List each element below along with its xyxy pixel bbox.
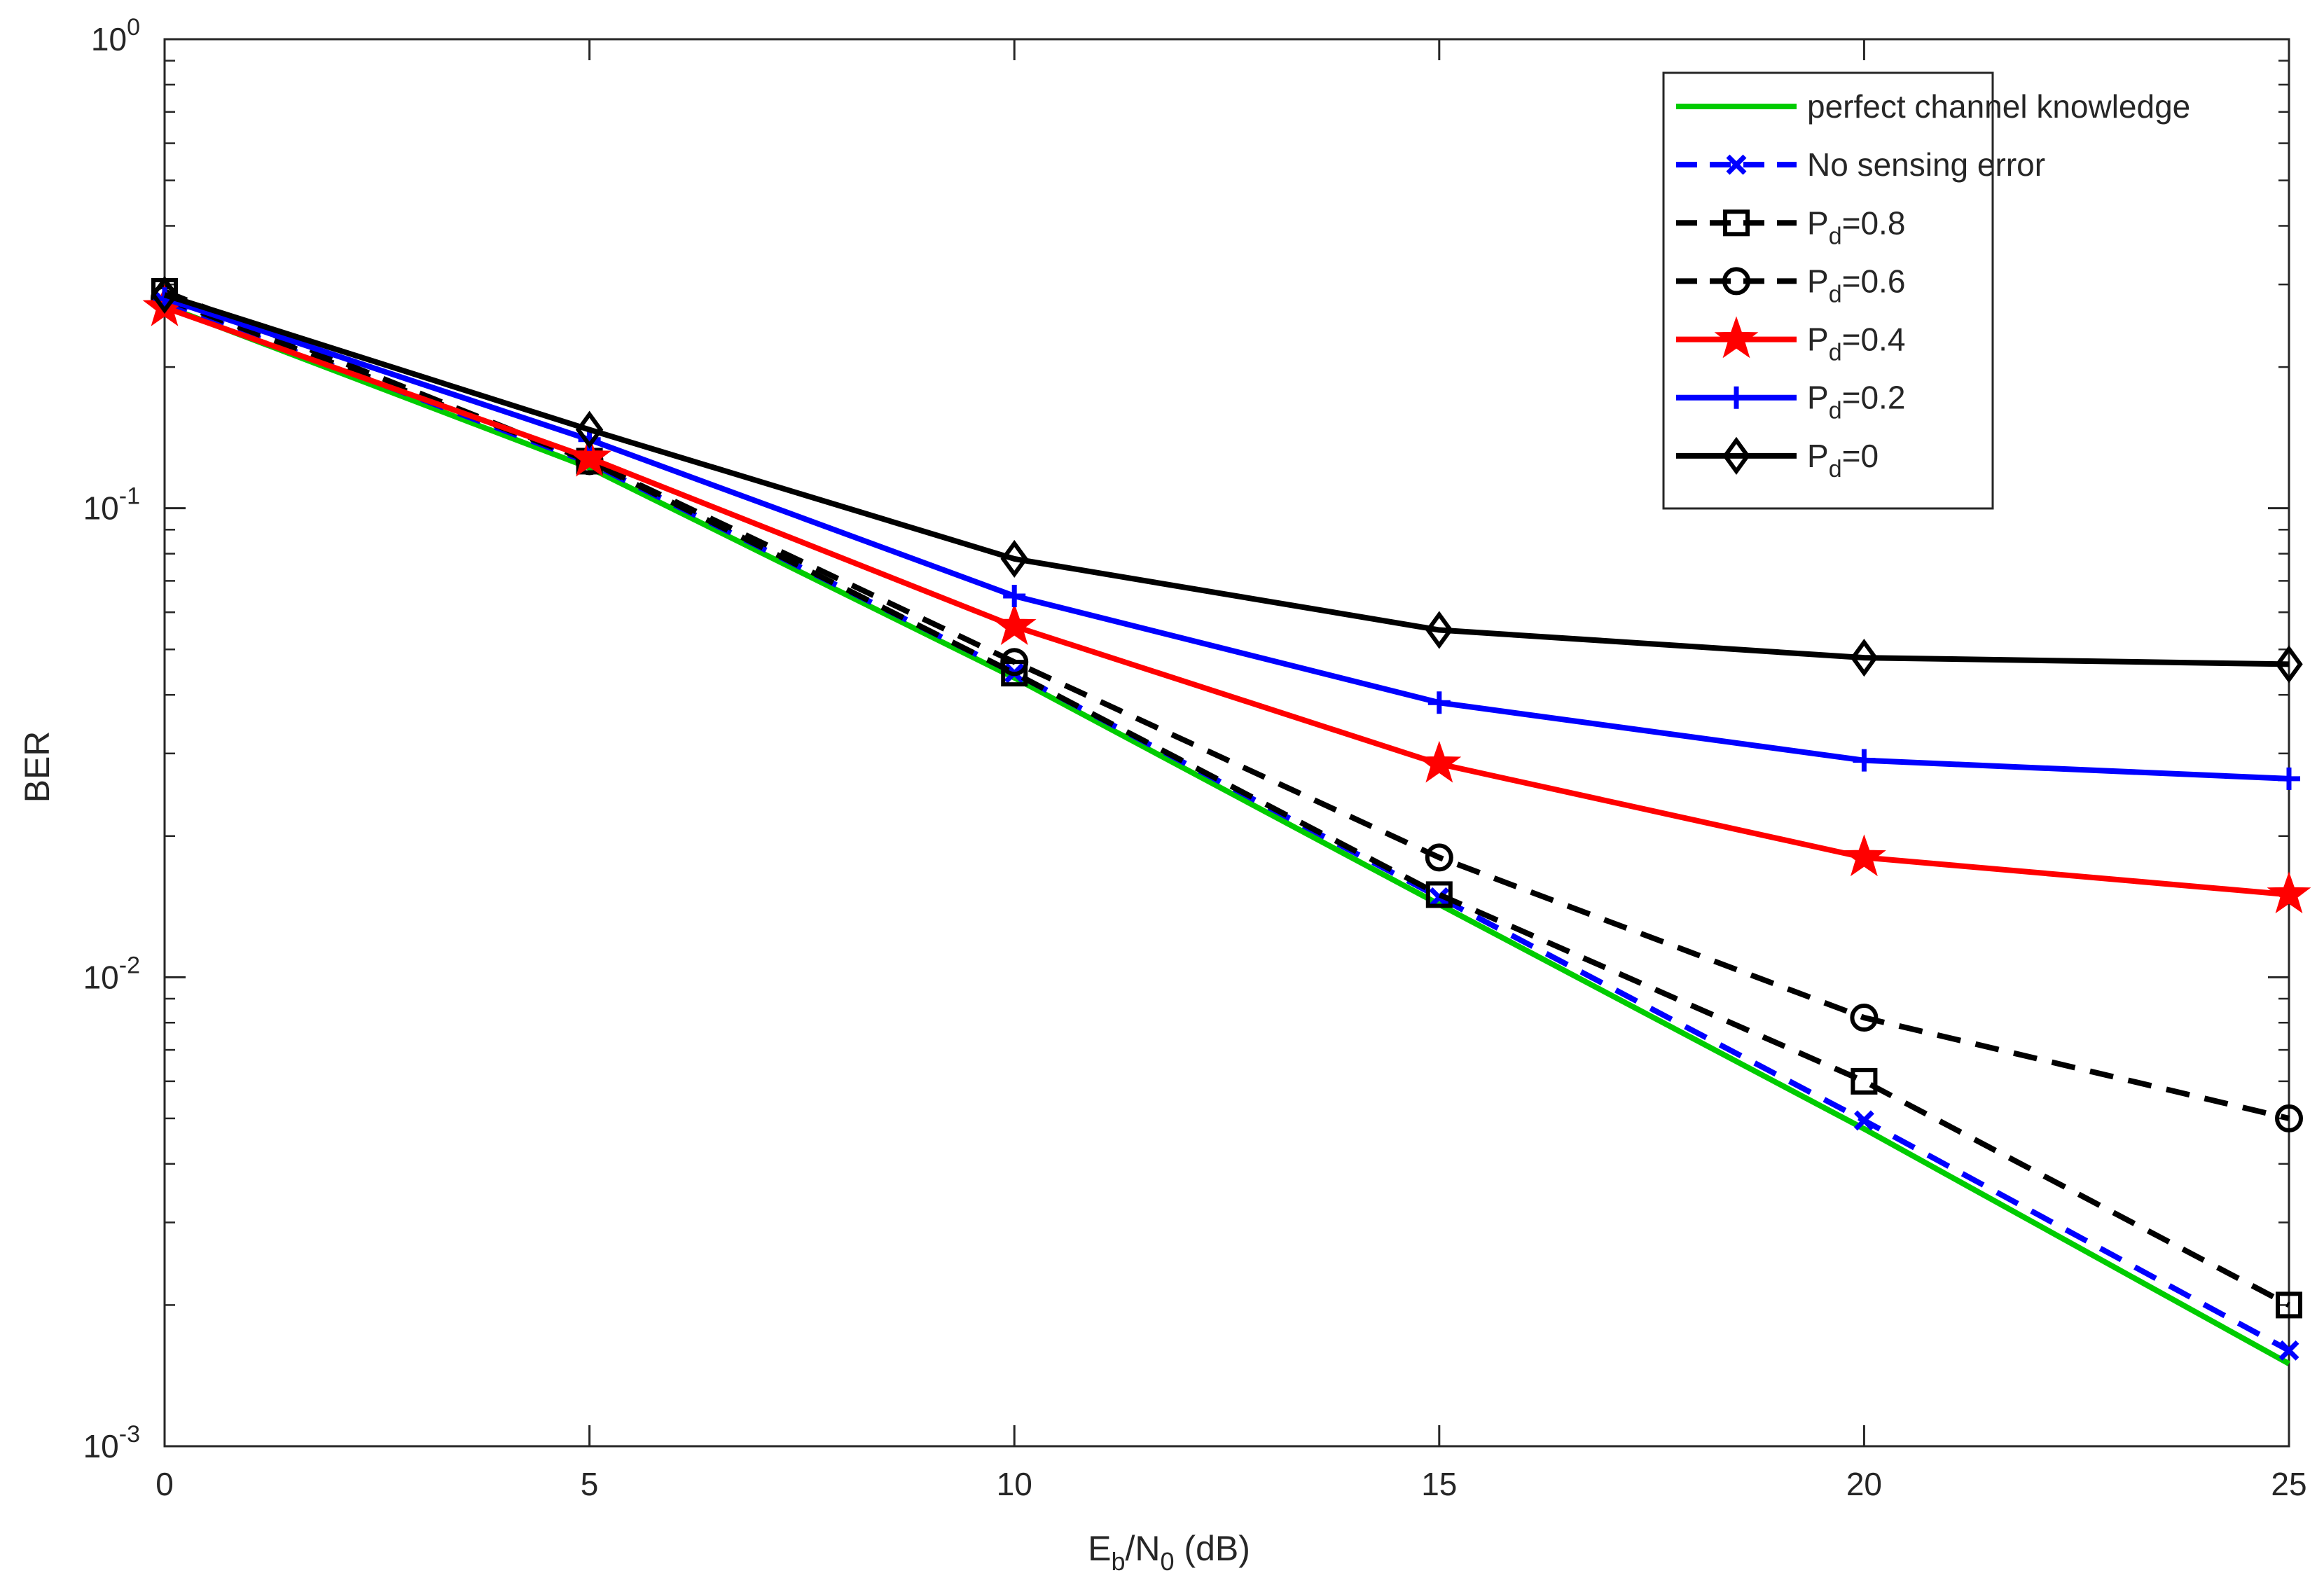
x-tick-label: 10 — [997, 1466, 1032, 1502]
legend-label: Pd=0.2 — [1807, 380, 1905, 424]
marker-diamond — [1425, 611, 1453, 649]
marker-plus — [1003, 584, 1026, 607]
x-tick-label: 5 — [581, 1466, 599, 1502]
marker-circle — [1722, 267, 1750, 296]
marker-diamond — [1000, 539, 1028, 578]
legend-item: perfect channel knowledge — [1676, 88, 2190, 125]
y-axis-label: BER — [18, 731, 57, 803]
legend-item: Pd=0.4 — [1676, 316, 1905, 366]
y-tick-label: 10-3 — [83, 1421, 140, 1464]
marker-star — [1417, 740, 1462, 783]
marker-plus — [1725, 386, 1748, 409]
series-line — [163, 292, 2290, 667]
marker-square — [1425, 881, 1453, 908]
marker-star — [1841, 834, 1886, 877]
legend: perfect channel knowledge No sensing erro… — [1662, 71, 2190, 510]
legend-label: Pd=0 — [1807, 438, 1879, 483]
marker-x — [1726, 154, 1747, 175]
marker-diamond — [2275, 645, 2303, 684]
series-pd-0-2 — [153, 287, 2300, 790]
marker-diamond — [575, 410, 604, 449]
legend-label: Pd=0.8 — [1807, 205, 1905, 249]
x-tick-label: 15 — [1421, 1466, 1457, 1502]
x-tick-label: 0 — [155, 1466, 174, 1502]
legend-label: Pd=0.4 — [1807, 321, 1905, 366]
marker-circle — [1000, 648, 1029, 677]
marker-square — [1851, 1067, 1878, 1095]
plot-frame — [163, 38, 2290, 1448]
series-perfect-channel-knowledge — [163, 303, 2290, 1366]
marker-square — [1723, 209, 1750, 237]
marker-plus — [2278, 767, 2300, 790]
legend-item: Pd=0.8 — [1676, 205, 1905, 249]
legend-item: No sensing error — [1676, 146, 2045, 183]
legend-item: Pd=0.6 — [1676, 263, 1905, 307]
legend-item: Pd=0 — [1676, 436, 1879, 483]
legend-label: perfect channel knowledge — [1807, 88, 2190, 125]
series-line — [163, 305, 2290, 898]
series-group — [142, 275, 2311, 1366]
series-line — [163, 303, 2290, 1366]
marker-star — [567, 434, 612, 477]
series-line — [163, 296, 2290, 1121]
marker-plus — [1853, 749, 1876, 772]
legend-label: No sensing error — [1807, 146, 2045, 183]
y-tick-label: 10-1 — [83, 483, 140, 527]
series-pd-0 — [151, 275, 2303, 684]
legend-label: Pd=0.6 — [1807, 263, 1905, 307]
x-tick-label: 25 — [2271, 1466, 2306, 1502]
series-pd-0-6 — [151, 284, 2303, 1132]
axis-labels: Eb/N0 (dB) BER — [18, 731, 1250, 1576]
marker-circle — [1850, 1004, 1879, 1032]
marker-square — [2276, 1291, 2302, 1319]
series-line — [163, 299, 2290, 1353]
axes-group: 0 5 10 15 20 25 100 10-1 10-2 10-3 — [83, 14, 2307, 1502]
legend-item: Pd=0.2 — [1676, 380, 1905, 424]
marker-plus — [1427, 691, 1451, 714]
x-axis-label: Eb/N0 (dB) — [1088, 1529, 1250, 1576]
marker-x — [2278, 1340, 2299, 1361]
series-line — [163, 296, 2290, 782]
marker-star — [992, 603, 1037, 646]
marker-circle — [1425, 843, 1453, 872]
marker-diamond — [1722, 436, 1750, 475]
y-tick-label: 100 — [91, 14, 140, 57]
marker-x — [1853, 1110, 1874, 1131]
y-tick-label: 10-2 — [83, 952, 140, 995]
marker-star — [2267, 871, 2311, 914]
marker-star — [1714, 316, 1759, 359]
marker-diamond — [1850, 639, 1879, 677]
marker-diamond — [151, 275, 179, 314]
x-tick-label: 20 — [1846, 1466, 1882, 1502]
legend-box — [1662, 71, 1994, 510]
marker-circle — [2275, 1104, 2303, 1132]
